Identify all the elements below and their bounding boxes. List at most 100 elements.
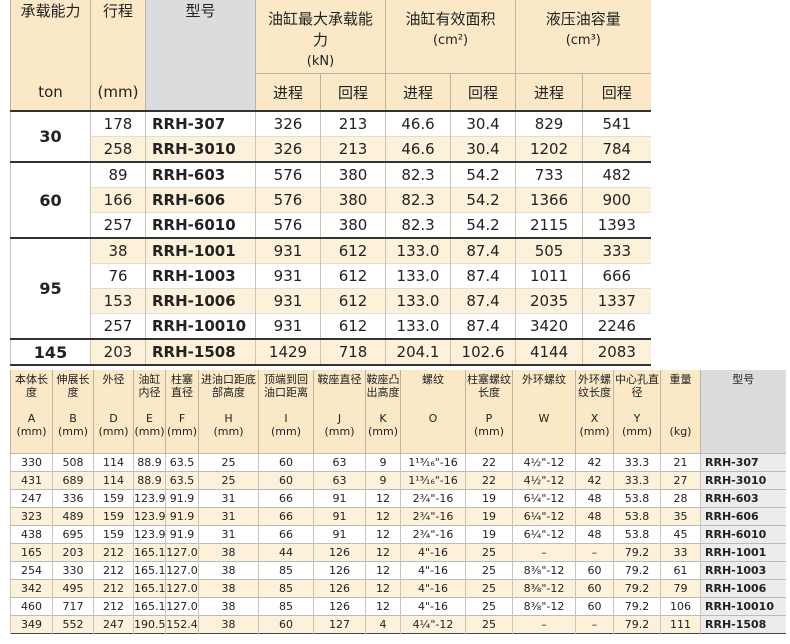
data-cell: 212 — [93, 579, 134, 598]
data-cell: 79.2 — [613, 615, 661, 634]
spacer — [662, 412, 701, 425]
data-cell: 153 — [90, 288, 146, 314]
data-cell: 54.2 — [450, 212, 516, 238]
data-cell: 126 — [313, 543, 366, 562]
header-unit: (mm) — [579, 425, 610, 438]
data-cell: – — [512, 543, 576, 562]
data-cell: 46.6 — [385, 136, 451, 162]
data-cell: 203 — [90, 338, 146, 365]
data-cell: 33 — [660, 543, 701, 562]
capacity-cell: 30 — [10, 110, 91, 162]
data-cell: 63 — [313, 471, 366, 490]
model-cell: RRH-1003 — [700, 561, 786, 580]
data-cell: 87.4 — [450, 237, 516, 264]
data-cell: 505 — [515, 237, 583, 264]
model-cell: RRH-307 — [700, 453, 786, 472]
data-cell: 31 — [198, 507, 259, 526]
header-text: 本体长度 — [15, 373, 48, 399]
data-cell: 165 — [10, 543, 53, 562]
data-cell: 19 — [465, 525, 513, 544]
header-cell: 油缸有效面积 (cm²) — [385, 0, 516, 74]
data-row: 257 RRH-10010 931 612 133.0 87.4 3420 2246 — [11, 313, 651, 339]
data-cell: 612 — [319, 263, 386, 289]
header-text: 外环螺纹 — [522, 373, 566, 386]
data-cell: 33.3 — [613, 471, 661, 490]
data-cell: 4"-16 — [400, 561, 466, 580]
data-cell: 60 — [258, 453, 314, 472]
data-cell: 717 — [52, 597, 94, 616]
data-cell: 1429 — [255, 338, 321, 365]
header-letter: E — [146, 412, 153, 425]
header-text: 进油口距底部高度 — [201, 373, 256, 399]
header-unit: ton — [38, 83, 63, 101]
data-cell: 8⅜"-12 — [512, 579, 576, 598]
header-letter: X — [590, 412, 599, 425]
model-cell: RRH-1508 — [700, 615, 786, 634]
header-text: 螺纹 — [422, 373, 444, 386]
header-unit: (mm) — [16, 425, 47, 438]
data-cell: 159 — [93, 507, 134, 526]
data-row: 323 489 159 123.9 91.9 31 66 91 12 2¾"-16 19 6¼"-12… — [10, 507, 786, 526]
data-cell: 114 — [93, 471, 134, 490]
data-cell: 22 — [465, 453, 513, 472]
capacity-cell: 95 — [10, 237, 91, 339]
header-cell: 外环螺纹 W — [512, 370, 576, 454]
header-letter: O — [428, 412, 438, 425]
header-unit: (cm³) — [565, 33, 601, 48]
data-cell: 6¼"-12 — [512, 489, 576, 508]
data-cell: 165.1 — [133, 579, 166, 598]
data-cell: 9 — [365, 471, 401, 490]
data-cell: 53.8 — [613, 525, 661, 544]
data-cell: 190.5 — [133, 615, 166, 634]
header-sub: 进程 — [515, 73, 583, 111]
header-unit: (mm) — [97, 83, 139, 101]
data-cell: – — [512, 615, 576, 634]
data-cell: 165.1 — [133, 597, 166, 616]
data-cell: 166 — [90, 187, 146, 213]
data-cell: 106 — [660, 597, 701, 616]
data-cell: 212 — [93, 561, 134, 580]
header-text: 中心孔直径 — [615, 373, 659, 399]
header-text: 行程 — [102, 2, 133, 20]
header-sub: 回程 — [450, 73, 516, 111]
data-cell: 102.6 — [450, 338, 516, 365]
data-cell: 3420 — [515, 313, 583, 339]
data-cell: 213 — [319, 136, 386, 162]
header-cell: 型号 — [700, 370, 786, 454]
data-cell: 4½"-12 — [512, 453, 576, 472]
data-cell: 612 — [319, 237, 386, 264]
header-letter: P — [485, 412, 493, 425]
model-cell: RRH-307 — [145, 110, 256, 137]
data-cell: 133.0 — [385, 288, 451, 314]
data-cell: 60 — [575, 597, 614, 616]
data-row: 95 38 RRH-1001 931 612 133.0 87.4 505 333 — [10, 237, 651, 339]
header-text: 柱塞螺纹长度 — [467, 373, 511, 399]
data-cell: 38 — [90, 237, 146, 264]
data-cell: 2115 — [515, 212, 583, 238]
data-cell: 91.9 — [165, 489, 199, 508]
header-letter: K — [379, 412, 387, 425]
data-cell: 12 — [365, 579, 401, 598]
data-row: 30 178 RRH-307 326 213 46.6 30.4 829 541 — [10, 110, 651, 162]
header-unit: (mm) — [57, 425, 88, 438]
data-cell: 46.6 — [385, 110, 451, 137]
data-cell: 48 — [575, 507, 614, 526]
data-cell: 85 — [258, 561, 314, 580]
data-cell: 165.1 — [133, 543, 166, 562]
data-cell: 541 — [582, 110, 651, 137]
data-cell: 31 — [198, 489, 259, 508]
header-text: 型号 — [185, 2, 216, 20]
data-cell: 1¹³⁄₁₆"-16 — [400, 471, 466, 490]
header-cell: 顶端到回油口距离 I (mm) — [258, 370, 314, 454]
data-cell: 257 — [90, 212, 146, 238]
data-cell: 126 — [313, 579, 366, 598]
data-cell: 326 — [255, 110, 321, 137]
header-text: 外环螺纹长度 — [578, 373, 611, 399]
data-cell: 38 — [198, 615, 259, 634]
data-cell: 159 — [93, 525, 134, 544]
data-cell: 431 — [10, 471, 53, 490]
header-cell: 中心孔直径 Y (mm) — [613, 370, 661, 454]
header-unit: (mm) — [134, 425, 165, 438]
data-cell: 25 — [198, 471, 259, 490]
data-cell: 1366 — [515, 187, 583, 213]
